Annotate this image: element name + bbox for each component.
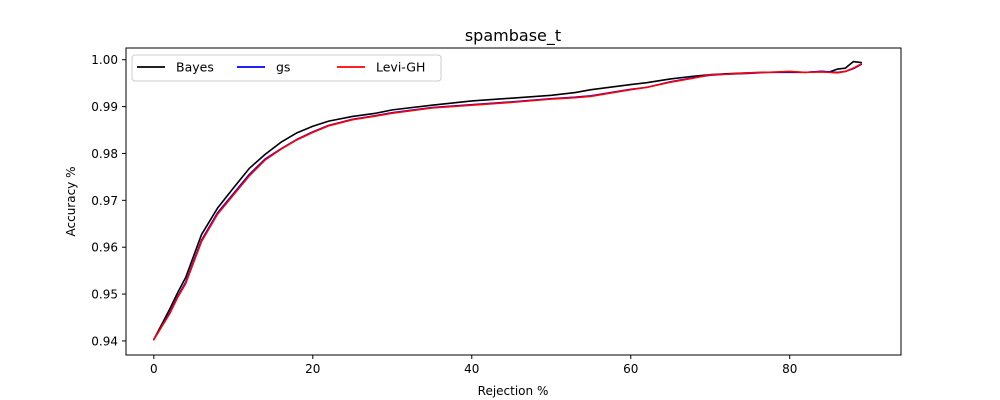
- legend: Bayes gs Levi-GH: [131, 54, 442, 82]
- x-tick-label: 40: [464, 362, 479, 376]
- chart-title: spambase_t: [465, 26, 561, 46]
- x-tick-label: 20: [305, 362, 320, 376]
- plot-frame: [125, 47, 902, 356]
- y-tick-label: 0.95: [91, 288, 118, 302]
- x-axis: 0 20 40 60 80: [150, 355, 797, 376]
- series-line-2: [153, 63, 863, 341]
- y-tick-label: 0.94: [91, 334, 118, 348]
- x-axis-label: Rejection %: [478, 384, 549, 398]
- y-tick-label: 0.98: [91, 147, 118, 161]
- y-tick-label: 0.99: [91, 100, 118, 114]
- x-tick-label: 0: [150, 362, 158, 376]
- y-tick-label: 0.96: [91, 241, 118, 255]
- legend-box: [131, 54, 442, 82]
- x-tick-label: 60: [623, 362, 638, 376]
- legend-label-0: Bayes: [176, 60, 214, 75]
- legend-label-2: Levi-GH: [376, 60, 425, 75]
- y-axis-label: Accuracy %: [64, 166, 78, 236]
- x-tick-label: 80: [782, 362, 797, 376]
- y-tick-label: 1.00: [91, 53, 118, 67]
- legend-label-1: gs: [276, 60, 290, 75]
- plot-area: [153, 60, 863, 341]
- y-axis: 0.94 0.95 0.96 0.97 0.98 0.99 1.00: [91, 53, 126, 348]
- y-tick-label: 0.97: [91, 194, 118, 208]
